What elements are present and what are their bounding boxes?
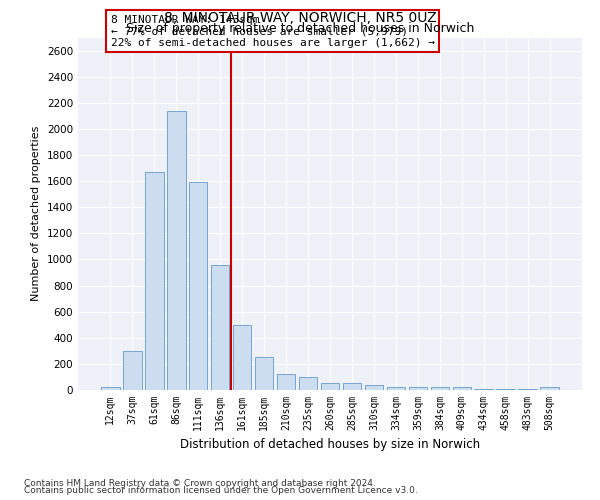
Bar bbox=[343, 384, 361, 390]
Bar bbox=[320, 384, 340, 390]
Text: 8, MINOTAUR WAY, NORWICH, NR5 0UZ: 8, MINOTAUR WAY, NORWICH, NR5 0UZ bbox=[164, 11, 436, 25]
Bar bbox=[211, 264, 229, 390]
Bar bbox=[189, 182, 208, 390]
Text: Size of property relative to detached houses in Norwich: Size of property relative to detached ho… bbox=[126, 22, 474, 35]
Bar bbox=[123, 351, 142, 390]
Y-axis label: Number of detached properties: Number of detached properties bbox=[31, 126, 41, 302]
Bar bbox=[255, 358, 274, 390]
Bar bbox=[101, 386, 119, 390]
Bar bbox=[431, 388, 449, 390]
Bar bbox=[452, 388, 471, 390]
X-axis label: Distribution of detached houses by size in Norwich: Distribution of detached houses by size … bbox=[180, 438, 480, 452]
Text: Contains public sector information licensed under the Open Government Licence v3: Contains public sector information licen… bbox=[24, 486, 418, 495]
Text: 8 MINOTAUR WAY: 143sqm
← 77% of detached houses are smaller (5,979)
22% of semi-: 8 MINOTAUR WAY: 143sqm ← 77% of detached… bbox=[110, 14, 434, 48]
Bar bbox=[365, 386, 383, 390]
Bar bbox=[277, 374, 295, 390]
Bar bbox=[145, 172, 164, 390]
Bar bbox=[233, 324, 251, 390]
Bar bbox=[409, 386, 427, 390]
Bar bbox=[541, 386, 559, 390]
Bar bbox=[167, 110, 185, 390]
Bar bbox=[299, 377, 317, 390]
Bar bbox=[386, 386, 405, 390]
Text: Contains HM Land Registry data © Crown copyright and database right 2024.: Contains HM Land Registry data © Crown c… bbox=[24, 478, 376, 488]
